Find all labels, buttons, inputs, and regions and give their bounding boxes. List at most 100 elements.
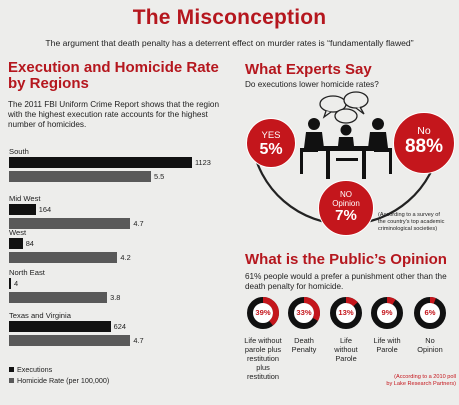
bar-executions [9, 321, 111, 332]
region-label: West [9, 228, 27, 237]
legend-swatch-executions [9, 367, 14, 372]
opinion-option-label-line: Parole [376, 345, 398, 354]
bar-executions [9, 204, 36, 215]
page-title: The Misconception [132, 6, 327, 29]
experts-yes-circle: YES 5% [246, 118, 296, 168]
opinion-intro-line1: 61% people would a prefer a punishment o… [245, 272, 447, 281]
opinion-option-label-line: restitution [246, 354, 280, 363]
bar-executions [9, 278, 11, 289]
legend-label-executions: Executions [17, 365, 53, 374]
speech-bubble-icon [319, 91, 369, 124]
opinion-ring-pct: 39% [255, 308, 271, 317]
opinion-intro-line2: death penalty for homicide. [245, 282, 344, 291]
opinion-option-label: Death Penalty [282, 336, 326, 354]
opinion-ring [288, 297, 320, 329]
opinion-ring-fill [371, 297, 403, 329]
experts-note-line1: (According to a survey of [378, 212, 440, 218]
region-intro-line2: with the highest execution rate accounts… [8, 110, 208, 119]
bar-homicide-rate [9, 292, 108, 303]
opinion-ring [330, 297, 362, 329]
region-label: North East [9, 268, 45, 277]
opinion-ring-pct: 6% [424, 308, 436, 317]
bar-executions [9, 157, 192, 168]
experts-note-line3: criminological societies) [378, 226, 438, 232]
region-label: Texas and Virginia [9, 311, 71, 320]
region-section-heading: Execution and Homicide Rate by Regions [8, 60, 233, 92]
bar-homicide-rate-value: 3.8 [110, 293, 121, 302]
opinion-option-label-line: restitution [246, 372, 280, 381]
experts-source-note: (According to a survey of the country's … [378, 212, 458, 233]
person-icon [300, 118, 324, 174]
opinion-option-label-line: plus [256, 363, 270, 372]
opinion-option-label-line: Penalty [291, 345, 317, 354]
bar-executions-value: 1123 [195, 158, 211, 167]
experts-noop-label2: Opinion [332, 199, 360, 208]
person-icon [368, 118, 392, 174]
bar-homicide-rate [9, 335, 131, 346]
experts-heading: What Experts Say [245, 61, 372, 78]
opinion-ring-fill [330, 297, 362, 329]
opinion-option-label-line: Life [340, 336, 352, 345]
opinion-ring-pct: 33% [296, 308, 312, 317]
bar-executions-value: 84 [25, 239, 34, 248]
opinion-option-label: Life without Parole [324, 336, 368, 363]
experts-noop-label1: NO [340, 190, 352, 199]
experts-no-circle: No 88% [393, 112, 455, 174]
region-intro: The 2011 FBI Uniform Crime Report shows … [8, 100, 233, 130]
opinion-ring-fill [414, 297, 446, 329]
opinion-option-label-line: Death [294, 336, 314, 345]
opinion-intro: 61% people would a prefer a punishment o… [245, 272, 455, 292]
bar-executions [9, 238, 23, 249]
meeting-table-icon [312, 146, 380, 179]
opinion-option-label-line: No [425, 336, 435, 345]
bar-homicide-rate-value: 4.2 [120, 253, 131, 262]
experts-no-label: No [417, 125, 431, 137]
bar-homicide-rate-value: 5.5 [154, 172, 165, 181]
legend-label-homicide: Homicide Rate (per 100,000) [17, 376, 110, 385]
bar-homicide-rate-value: 4.7 [133, 219, 144, 228]
experts-yes-label: YES [261, 130, 281, 141]
opinion-ring-fill [288, 297, 320, 329]
bar-executions-value: 624 [113, 322, 127, 331]
opinion-ring [247, 297, 279, 329]
opinion-ring-pct: 13% [338, 308, 354, 317]
person-icon [338, 124, 354, 146]
legend-swatch-homicide [9, 378, 14, 383]
opinion-ring [371, 297, 403, 329]
opinion-ring-pct: 9% [381, 308, 393, 317]
opinion-option-label-line: Life with [373, 336, 401, 345]
experts-note-line2: the country's top academic [378, 219, 445, 225]
region-intro-line1: The 2011 FBI Uniform Crime Report shows … [8, 100, 219, 109]
opinion-option-label-line: parole plus [244, 345, 282, 354]
bar-executions-value: 4 [14, 279, 19, 288]
opinion-source-note: (According to a 2010 poll by Lake Resear… [360, 374, 456, 388]
opinion-ring-fill [247, 297, 279, 329]
region-label: Mid West [9, 194, 41, 203]
bar-homicide-rate [9, 218, 131, 229]
opinion-option-label-line: Opinion [417, 345, 443, 354]
region-label: South [9, 147, 29, 156]
region-bar-chart: South 1123 5.5 Mid West 164 4.7 West 84 4.2 North… [9, 147, 211, 346]
bar-executions-value: 164 [38, 205, 52, 214]
bar-homicide-rate [9, 171, 151, 182]
bar-homicide-rate-value: 4.7 [133, 336, 144, 345]
bar-homicide-rate [9, 252, 118, 263]
opinion-rings-row: 39% Life without parole plus restitution plu… [240, 296, 458, 386]
opinion-note-line1: (According to a 2010 poll [394, 374, 456, 380]
opinion-ring [414, 297, 446, 329]
region-heading-line1: Execution and Homicide Rate [8, 59, 219, 76]
opinion-option-label: Life with Parole [365, 336, 409, 354]
experts-noop-pct: 7% [335, 207, 357, 224]
opinion-option-label-line: Life without [244, 336, 282, 345]
experts-yes-pct: 5% [259, 141, 283, 158]
opinion-note-line2: by Lake Research Partners) [386, 381, 456, 387]
experts-question: Do executions lower homicide rates? [245, 80, 379, 89]
opinion-heading: What is the Public’s Opinion [245, 251, 447, 268]
experts-noopinion-circle: NO Opinion 7% [318, 180, 374, 236]
opinion-option-label-line: Parole [335, 354, 357, 363]
region-intro-line3: number of homicides. [8, 120, 87, 129]
experts-illustration [250, 91, 442, 226]
experts-no-pct: 88% [404, 136, 444, 157]
region-heading-line2: by Regions [8, 75, 89, 92]
opinion-option-label: Life without parole plus restitution plus re… [241, 336, 285, 381]
